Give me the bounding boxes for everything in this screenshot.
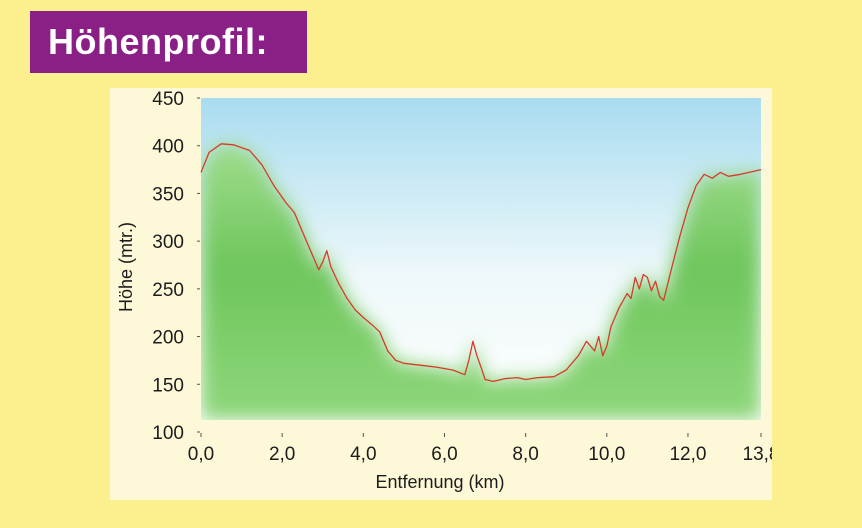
x-tick-label: 13,8: [743, 444, 772, 465]
ground-fill: [201, 143, 761, 420]
x-tick-label: 6,0: [431, 444, 457, 465]
x-tick-label: 4,0: [350, 444, 376, 465]
y-axis-ticks: 100 150 200 250 300 350 400 450: [152, 89, 200, 444]
y-tick-label: 100: [152, 423, 184, 444]
y-tick-label: 350: [152, 184, 184, 205]
x-axis-ticks: 0,0 2,0 4,0 6,0 8,0 10,0 12,0 13,8: [188, 433, 779, 465]
y-tick-label: 200: [152, 328, 184, 349]
ground-area: [201, 143, 761, 420]
x-tick-label: 12,0: [669, 444, 706, 465]
y-axis-label: Höhe (mtr.): [116, 222, 136, 312]
x-axis-label: Entfernung (km): [375, 472, 504, 492]
y-tick-label: 400: [152, 137, 184, 158]
chart-panel: 100 150 200 250 300 350 400 450 0,0 2,0 4,0 6,0 8,0…: [110, 88, 779, 500]
x-tick-label: 10,0: [588, 444, 625, 465]
y-tick-label: 150: [152, 375, 184, 396]
profile-line-group: [200, 143, 762, 383]
page-title: Höhenprofil:: [48, 21, 268, 62]
elevation-chart: 100 150 200 250 300 350 400 450 0,0 2,0 4,0 6,0 8,0…: [116, 89, 779, 492]
title-banner: Höhenprofil:: [30, 11, 307, 73]
y-tick-label: 300: [152, 232, 184, 253]
x-tick-label: 2,0: [269, 444, 295, 465]
x-tick-label: 8,0: [512, 444, 538, 465]
y-tick-label: 250: [152, 280, 184, 301]
elevation-profile-line: [200, 143, 762, 383]
x-tick-label: 0,0: [188, 444, 214, 465]
y-tick-label: 450: [152, 89, 184, 110]
